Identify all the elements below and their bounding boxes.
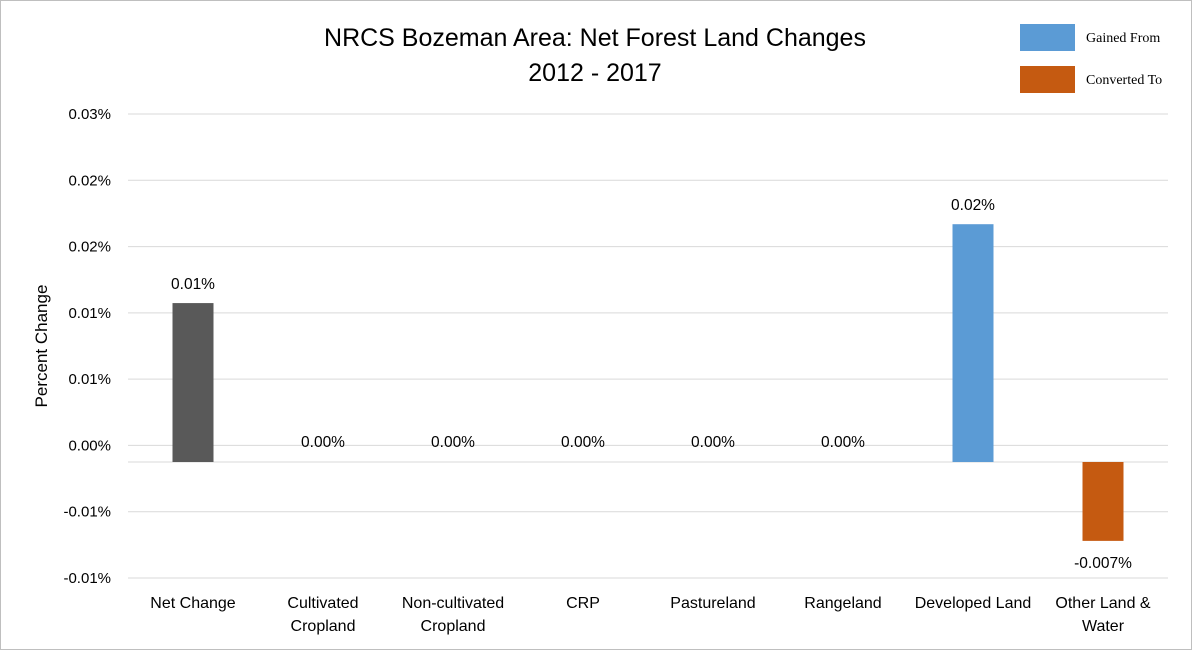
y-axis-label: Percent Change xyxy=(32,285,51,408)
y-tick-label: 0.03% xyxy=(68,106,111,123)
category-label: Cultivated Cropland xyxy=(287,595,358,635)
category-label-line: Net Change xyxy=(150,595,235,612)
legend-label: Converted To xyxy=(1086,73,1162,88)
legend-swatch xyxy=(1020,66,1075,93)
category-label-line: Cultivated xyxy=(287,595,358,612)
data-label: 0.00% xyxy=(431,434,475,451)
data-label: -0.007% xyxy=(1074,555,1132,572)
category-label-line: Pastureland xyxy=(670,595,755,612)
category-label-line: Water xyxy=(1082,618,1125,635)
y-tick-label: 0.01% xyxy=(68,371,111,388)
bar xyxy=(172,303,214,462)
category-label: Net Change xyxy=(150,595,235,612)
category-label-line: Developed Land xyxy=(915,595,1032,612)
chart-title-line: 2012 - 2017 xyxy=(528,59,661,87)
data-label: 0.01% xyxy=(171,276,215,293)
data-label: 0.00% xyxy=(301,434,345,451)
data-label: 0.00% xyxy=(561,434,605,451)
category-label: Non-cultivated Cropland xyxy=(402,595,504,635)
chart-title-line: NRCS Bozeman Area: Net Forest Land Chang… xyxy=(324,24,866,52)
y-tick-label: 0.02% xyxy=(68,172,111,189)
data-label: 0.00% xyxy=(691,434,735,451)
legend-swatch xyxy=(1020,24,1075,51)
y-tick-label: -0.01% xyxy=(63,570,111,587)
category-label: CRP xyxy=(566,595,600,612)
category-label-line: CRP xyxy=(566,595,600,612)
category-label-line: Rangeland xyxy=(804,595,881,612)
category-label-line: Cropland xyxy=(421,618,486,635)
bar xyxy=(952,224,994,462)
category-label: Developed Land xyxy=(915,595,1032,612)
category-label-line: Cropland xyxy=(291,618,356,635)
y-tick-label: 0.01% xyxy=(68,305,111,322)
category-label: Other Land & Water xyxy=(1055,595,1151,635)
category-label: Rangeland xyxy=(804,595,881,612)
category-label-line: Non-cultivated xyxy=(402,595,504,612)
y-tick-label: 0.02% xyxy=(68,239,111,256)
data-label: 0.02% xyxy=(951,197,995,214)
y-tick-label: -0.01% xyxy=(63,504,111,521)
category-label: Pastureland xyxy=(670,595,755,612)
data-label: 0.00% xyxy=(821,434,865,451)
category-label-line: Other Land & xyxy=(1055,595,1151,612)
legend-label: Gained From xyxy=(1086,31,1160,46)
bar xyxy=(1082,462,1124,541)
y-tick-label: 0.00% xyxy=(68,437,111,454)
